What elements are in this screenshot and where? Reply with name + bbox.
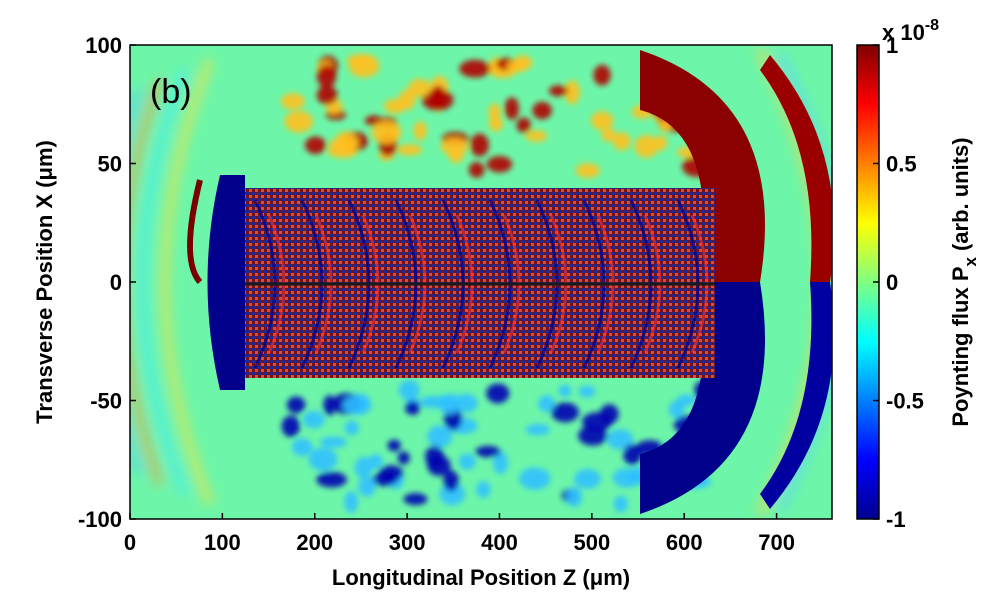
- colorbar-tick-label: -0.5: [886, 389, 924, 414]
- x-tick-label: 600: [666, 530, 703, 555]
- colorbar-multiplier: x 10-8: [882, 17, 939, 45]
- colorbar-label-main: Poynting flux P: [948, 267, 973, 427]
- colorbar-ticks: -1 -0.5 0 0.5 1: [873, 33, 924, 532]
- y-tick-label: 0: [110, 270, 122, 295]
- x-tick-label: 300: [389, 530, 426, 555]
- x-tick-label: 0: [124, 530, 136, 555]
- panel-label: (b): [150, 73, 192, 111]
- colorbar-tick-label: 0: [886, 270, 898, 295]
- colorbar-tick-label: 0.5: [886, 152, 917, 177]
- colorbar-tick-label: -1: [886, 507, 906, 532]
- x-tick-label: 500: [573, 530, 610, 555]
- x-tick-label: 200: [296, 530, 333, 555]
- heatmap-field: [130, 45, 832, 519]
- x-tick-label: 100: [204, 530, 241, 555]
- y-tick-label: -50: [90, 389, 122, 414]
- right-wavefront: [640, 50, 832, 514]
- colorbar-multiplier-exponent: -8: [925, 17, 939, 34]
- y-tick-label: 100: [85, 33, 122, 58]
- y-tick-label: 50: [98, 152, 122, 177]
- y-tick-label: -100: [78, 507, 122, 532]
- y-axis-label: Transverse Position X (μm): [32, 140, 57, 424]
- x-axis-label: Longitudinal Position Z (μm): [332, 565, 630, 590]
- colorbar-label: Poynting flux Px (arb. units): [948, 137, 980, 426]
- x-tick-label: 400: [481, 530, 518, 555]
- y-axis-ticks: -100 -50 0 50 100: [78, 33, 136, 532]
- x-axis-ticks: 0 100 200 300 400 500 600 700: [124, 513, 795, 555]
- colorbar-tick-label: 1: [886, 33, 898, 58]
- colorbar-label-subscript: x: [961, 257, 980, 267]
- x-tick-label: 700: [758, 530, 795, 555]
- left-wavefront: [187, 175, 245, 390]
- colorbar-multiplier-base: x 10: [882, 20, 925, 45]
- colorbar-label-units: (arb. units): [948, 137, 973, 251]
